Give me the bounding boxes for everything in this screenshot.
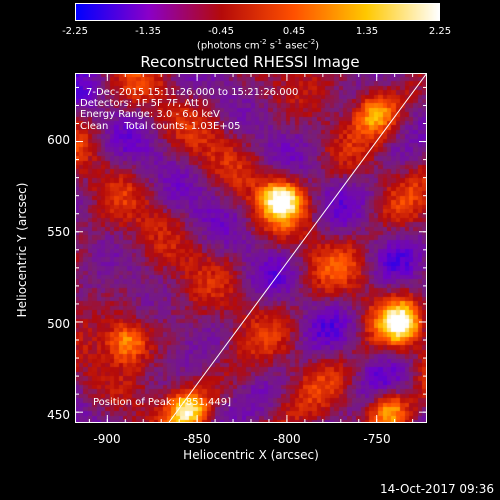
colorbar-unit: (photons cm-2 s-1 asec-2) [196,38,320,52]
y-tick-label: 600 [47,133,70,147]
x-tick-label: -850 [183,432,211,446]
energy-range-label: Energy Range: 3.0 - 6.0 keV [80,109,220,120]
colorbar-tick: 0.45 [282,26,306,37]
x-tick-label: -800 [273,432,301,446]
y-tick-label: 500 [47,317,70,331]
plot-axes [75,73,427,423]
x-tick-label: -900 [93,432,121,446]
colorbar-tick: -0.45 [208,26,234,37]
detectors-label: Detectors: 1F 5F 7F, Att 0 [80,98,209,109]
colorbar-tick: 2.25 [428,26,452,37]
y-tick-label: 450 [47,408,70,422]
peak-position-label: Position of Peak: [-851,449] [93,397,231,408]
y-tick-label: 550 [47,225,70,239]
y-axis-label: Heliocentric Y (arcsec) [15,182,29,318]
colorbar [75,3,440,21]
colorbar-tick: 1.35 [355,26,379,37]
plot-timestamp: 14-Oct-2017 09:36 [380,482,494,496]
x-axis-label: Heliocentric X (arcsec) [183,448,319,462]
colorbar-tick: -1.35 [135,26,161,37]
solar-limb-line [167,73,427,423]
colorbar-tick: -2.25 [62,26,88,37]
x-tick-label: -750 [363,432,391,446]
counts-label: Clean Total counts: 1.03E+05 [80,121,241,132]
time-range-label: 7-Dec-2015 15:11:26.000 to 15:21:26.000 [86,87,299,98]
heatmap-image [75,73,427,423]
heatmap-canvas [75,73,427,423]
chart-title: Reconstructed RHESSI Image [140,53,360,71]
